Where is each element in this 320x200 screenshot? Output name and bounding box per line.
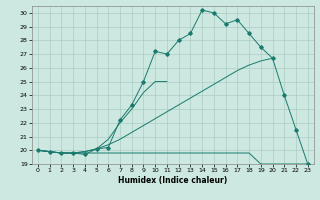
X-axis label: Humidex (Indice chaleur): Humidex (Indice chaleur) [118,176,228,185]
